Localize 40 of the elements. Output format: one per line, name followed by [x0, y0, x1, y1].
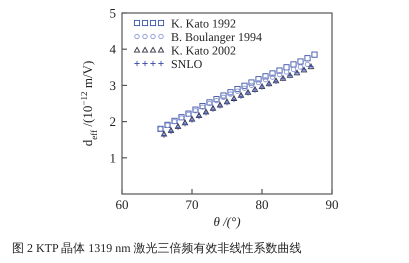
point — [234, 86, 241, 92]
x-tick-label: 70 — [186, 197, 198, 212]
point — [304, 55, 311, 62]
y-tick-label: 1 — [110, 150, 116, 166]
caption: 图 2 KTP 晶体 1319 nm 激光三倍频有效非线性系数曲线 — [12, 241, 302, 255]
x-tick-label: 90 — [326, 197, 338, 212]
point — [262, 76, 268, 82]
point — [269, 70, 276, 77]
legend-label: K. Kato 2002 — [171, 44, 236, 58]
point — [234, 88, 240, 94]
y-tick-label: 2 — [110, 114, 116, 130]
point — [311, 52, 318, 58]
point — [241, 82, 248, 89]
point — [297, 58, 304, 65]
point — [283, 64, 290, 70]
y-tick-label: 5 — [110, 6, 116, 20]
legend-label: B. Boulanger 1994 — [171, 30, 262, 44]
point — [290, 61, 297, 68]
legend-label: K. Kato 1992 — [171, 16, 236, 30]
point — [248, 82, 254, 88]
point — [304, 62, 310, 68]
point — [284, 69, 290, 75]
legend-label: SNLO — [171, 57, 203, 71]
point — [256, 80, 262, 86]
point — [242, 86, 248, 91]
point — [255, 76, 262, 82]
point — [220, 94, 226, 100]
y-tick-label: 3 — [110, 78, 116, 93]
x-axis-title: θ /(°) — [213, 214, 241, 229]
x-tick-label: 60 — [116, 197, 128, 212]
point — [298, 64, 304, 70]
point — [220, 92, 227, 99]
x-tick-label: 80 — [256, 197, 268, 212]
point — [276, 72, 282, 78]
point — [248, 79, 255, 86]
point — [290, 66, 296, 72]
point — [276, 68, 283, 74]
point — [270, 74, 276, 80]
point — [262, 73, 269, 80]
y-tick-label: 4 — [110, 42, 116, 57]
